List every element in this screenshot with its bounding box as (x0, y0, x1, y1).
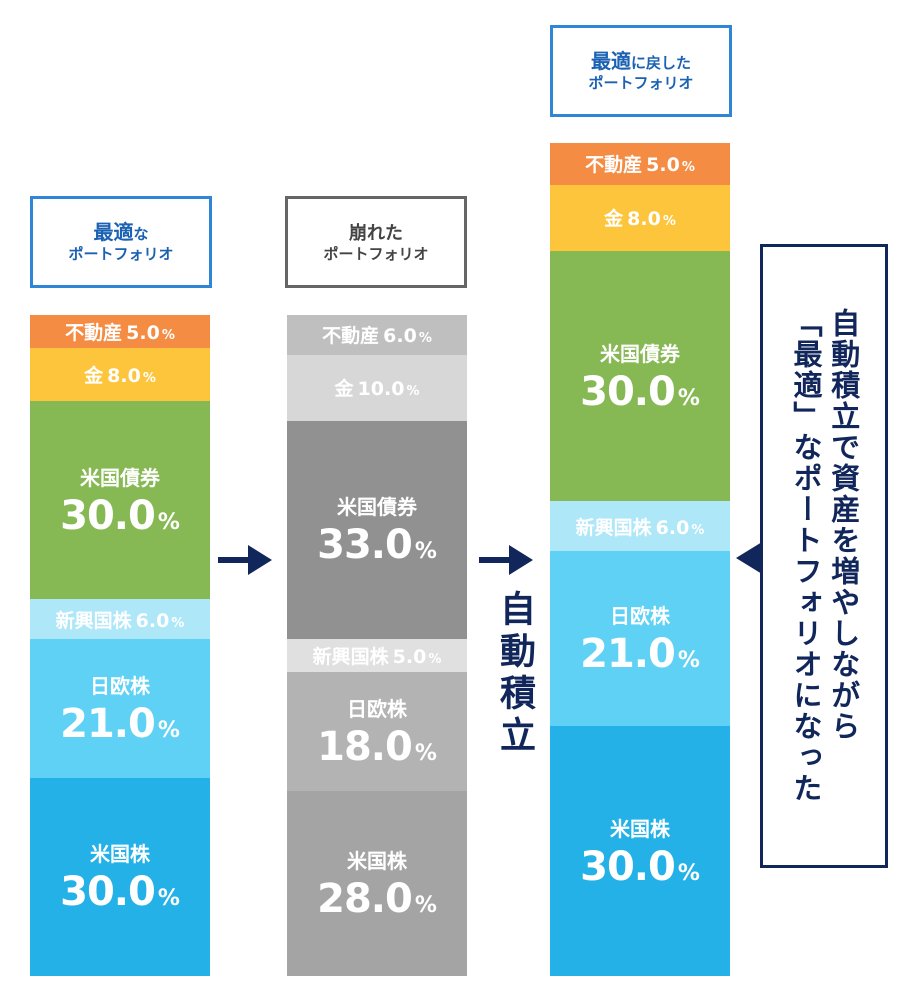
segment-name: 新興国株 (312, 645, 389, 668)
portfolio-column-restored: 不動産 5.0% 金 8.0% 米国債券 30.0% 新興国株 6.0% 日欧株 21.0% 米国株… (550, 143, 730, 976)
segment-unit: % (142, 370, 156, 386)
segment: 日欧株 21.0% (30, 638, 210, 778)
title-main: 最適 (590, 49, 631, 74)
segment-value: 21.0 (580, 631, 676, 678)
segment-value: 33.0 (317, 522, 413, 569)
segment: 新興国株 5.0% (287, 638, 467, 672)
portfolio-column-optimal: 不動産 5.0% 金 8.0% 米国債券 30.0% 新興国株 6.0% 日欧株 21.0% 米国株… (30, 315, 210, 976)
title-optimal-portfolio: 最適な ポートフォリオ (30, 196, 212, 288)
arrow-right-icon (218, 545, 272, 575)
segment-value: 6.0 (135, 609, 170, 632)
segment: 新興国株 6.0% (550, 501, 730, 552)
segment-name: 米国債券 (600, 341, 680, 366)
segment-unit: % (414, 892, 437, 918)
segment-unit: % (157, 509, 180, 535)
segment-unit: % (171, 615, 185, 631)
auto-accumulation-label: 自動積立 (494, 590, 535, 758)
segment-unit: % (662, 214, 676, 230)
segment-name: 米国株 (347, 848, 407, 873)
segment: 米国債券 33.0% (287, 420, 467, 639)
note-line-1: 自動積立で資産を増やしながら (826, 308, 861, 742)
segment-value: 6.0 (655, 516, 690, 539)
segment-name: 新興国株 (575, 516, 652, 539)
segment-value: 21.0 (60, 700, 156, 747)
segment-value: 30.0 (580, 843, 676, 890)
segment: 不動産 5.0% (550, 143, 730, 185)
segment: 不動産 6.0% (287, 315, 467, 355)
segment-name: 不動産 (65, 322, 123, 345)
segment-value: 8.0 (627, 208, 661, 231)
title-sub: ポートフォリオ (68, 245, 174, 264)
segment-unit: % (677, 648, 700, 674)
segment: 金 10.0% (287, 354, 467, 421)
segment-value: 30.0 (60, 869, 156, 916)
segment-unit: % (418, 331, 432, 347)
segment: 米国株 30.0% (30, 777, 210, 976)
segment-name: 米国債券 (80, 465, 160, 490)
segment-name: 日欧株 (610, 604, 670, 629)
segment-name: 米国株 (90, 842, 150, 867)
segment-name: 新興国株 (55, 609, 132, 632)
segment-value: 28.0 (317, 875, 413, 922)
title-suffix: な (133, 225, 149, 244)
segment-value: 5.0 (126, 322, 160, 345)
segment-value: 5.0 (646, 154, 680, 177)
segment: 日欧株 21.0% (550, 551, 730, 727)
segment: 米国債券 30.0% (550, 251, 730, 502)
segment: 米国株 28.0% (287, 790, 467, 976)
segment: 日欧株 18.0% (287, 671, 467, 791)
segment-value: 8.0 (107, 364, 141, 387)
title-broken-portfolio: 崩れた ポートフォリオ (285, 196, 467, 288)
segment-name: 米国債券 (337, 495, 417, 520)
title-suffix: に戻した (630, 54, 691, 73)
segment-unit: % (414, 740, 437, 766)
title-main: 最適 (93, 220, 134, 245)
segment-name: 金 (334, 378, 354, 401)
note-line-2: 「最適」なポートフォリオになった (789, 308, 823, 804)
portfolio-column-broken: 不動産 6.0% 金 10.0% 米国債券 33.0% 新興国株 5.0% 日欧株 18.0% 米国… (287, 315, 467, 976)
result-note-box: 自動積立で資産を増やしながら 「最適」なポートフォリオになった (760, 244, 888, 868)
segment-unit: % (406, 384, 420, 400)
segment-name: 米国株 (610, 816, 670, 841)
segment-unit: % (161, 328, 175, 344)
segment: 新興国株 6.0% (30, 599, 210, 639)
segment-name: 不動産 (322, 325, 380, 348)
title-main: 崩れた (349, 222, 403, 244)
segment-unit: % (157, 886, 180, 912)
segment-unit: % (677, 860, 700, 886)
segment: 金 8.0% (550, 184, 730, 252)
segment-value: 18.0 (317, 723, 413, 770)
title-sub: ポートフォリオ (323, 245, 429, 264)
segment: 金 8.0% (30, 348, 210, 401)
segment-name: 金 (604, 208, 624, 231)
segment-unit: % (414, 539, 437, 565)
segment-name: 不動産 (585, 154, 643, 177)
segment-value: 5.0 (392, 645, 427, 668)
result-note-text: 自動積立で資産を増やしながら 「最適」なポートフォリオになった (786, 308, 861, 804)
title-restored-portfolio: 最適に戻した ポートフォリオ (550, 25, 732, 117)
segment-unit: % (681, 160, 695, 176)
segment-value: 10.0 (357, 378, 405, 401)
segment: 不動産 5.0% (30, 315, 210, 349)
segment-unit: % (428, 651, 442, 667)
segment-unit: % (157, 717, 180, 743)
segment-name: 日欧株 (90, 673, 150, 698)
segment-name: 金 (84, 364, 104, 387)
arrow-right-icon (479, 545, 533, 575)
segment: 米国債券 30.0% (30, 400, 210, 600)
title-sub: ポートフォリオ (588, 74, 694, 93)
segment-unit: % (677, 385, 700, 411)
segment-value: 30.0 (580, 368, 676, 415)
arrow-left-icon (736, 542, 762, 574)
segment: 米国株 30.0% (550, 726, 730, 976)
segment-name: 日欧株 (347, 696, 407, 721)
segment-unit: % (691, 522, 705, 538)
segment-value: 6.0 (383, 325, 417, 348)
segment-value: 30.0 (60, 492, 156, 539)
